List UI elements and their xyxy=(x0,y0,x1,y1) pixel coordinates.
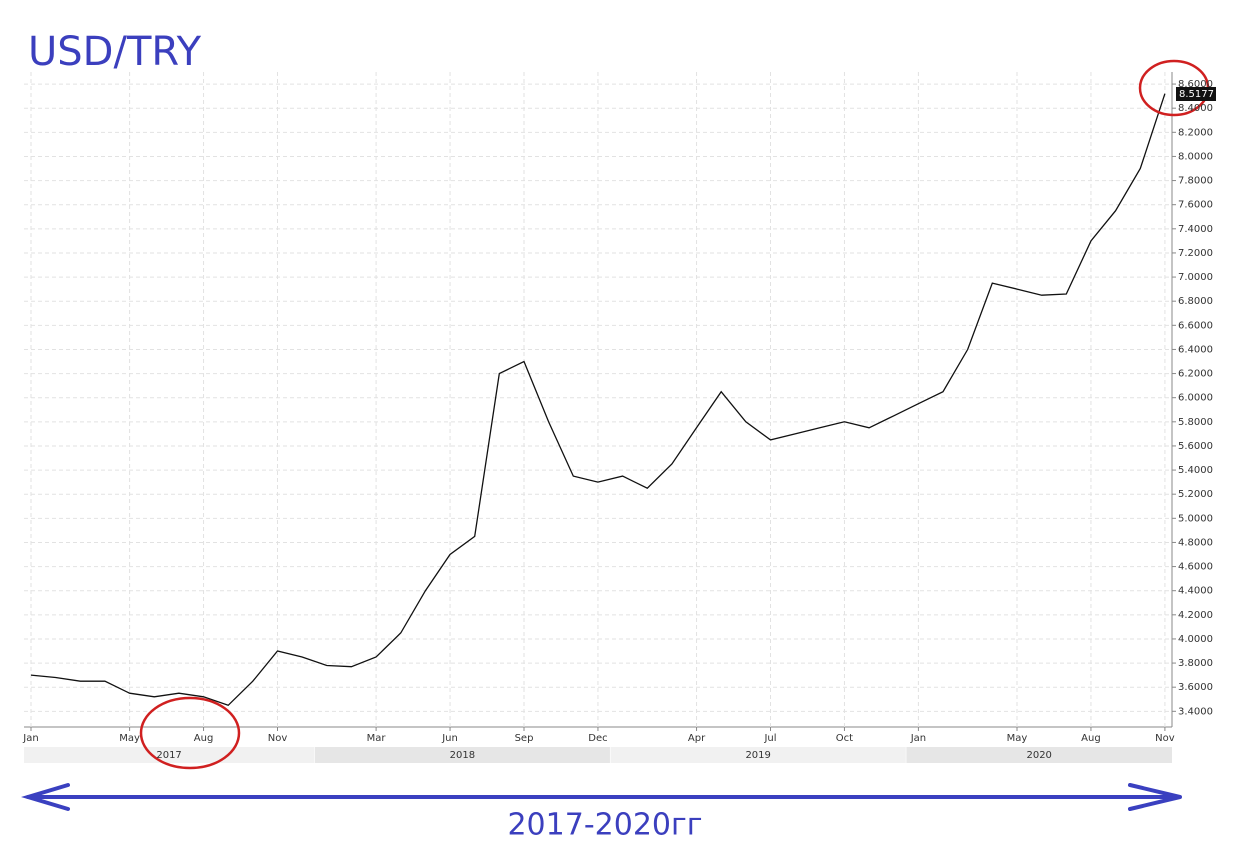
x-tick-label: Jan xyxy=(910,733,926,744)
y-tick-label: 6.4000 xyxy=(1178,344,1213,355)
y-tick-label: 8.4000 xyxy=(1178,103,1213,114)
chart-title: USD/TRY xyxy=(28,29,202,75)
x-tick-label: May xyxy=(119,733,140,744)
x-tick-label: Jul xyxy=(763,733,776,744)
y-tick-label: 5.0000 xyxy=(1178,513,1213,524)
x-tick-label: May xyxy=(1007,733,1028,744)
x-tick-label: Aug xyxy=(1081,733,1101,744)
y-tick-label: 6.0000 xyxy=(1178,393,1213,404)
y-tick-label: 5.4000 xyxy=(1178,465,1213,476)
highlight-circle xyxy=(139,696,241,770)
year-label: 2020 xyxy=(1026,750,1051,761)
x-tick-label: Jun xyxy=(441,733,458,744)
y-tick-label: 7.2000 xyxy=(1178,248,1213,259)
y-tick-label: 8.2000 xyxy=(1178,127,1213,138)
x-tick-label: Apr xyxy=(688,733,706,744)
year-band xyxy=(24,747,315,763)
y-tick-label: 4.6000 xyxy=(1178,562,1213,573)
y-tick-label: 6.8000 xyxy=(1178,296,1213,307)
year-band xyxy=(906,747,1172,763)
x-tick-label: Mar xyxy=(367,733,387,744)
y-tick-label: 4.4000 xyxy=(1178,586,1213,597)
y-tick-label: 5.8000 xyxy=(1178,417,1213,428)
y-tick-label: 3.8000 xyxy=(1178,658,1213,669)
x-tick-label: Nov xyxy=(268,733,288,744)
year-band xyxy=(610,747,906,763)
y-tick-label: 6.6000 xyxy=(1178,320,1213,331)
year-label: 2018 xyxy=(450,750,475,761)
y-tick-label: 6.2000 xyxy=(1178,369,1213,380)
year-label: 2017 xyxy=(156,750,181,761)
y-tick-label: 5.2000 xyxy=(1178,489,1213,500)
period-arrow xyxy=(21,783,1182,811)
y-tick-label: 8.0000 xyxy=(1178,151,1213,162)
year-band xyxy=(314,747,610,763)
y-tick-label: 3.6000 xyxy=(1178,682,1213,693)
x-tick-label: Jan xyxy=(22,733,38,744)
x-tick-label: Aug xyxy=(194,733,214,744)
x-tick-label: Sep xyxy=(515,733,534,744)
last-price-label: 8.5177 xyxy=(1179,89,1214,100)
price-line xyxy=(30,93,1166,707)
y-tick-label: 4.0000 xyxy=(1178,634,1213,645)
y-tick-label: 4.2000 xyxy=(1178,610,1213,621)
y-tick-label: 5.6000 xyxy=(1178,441,1213,452)
period-annotation: 2017-2020гг xyxy=(507,808,702,841)
x-tick-label: Nov xyxy=(1155,733,1175,744)
last-price-box xyxy=(1176,86,1216,101)
y-tick-label: 7.8000 xyxy=(1178,176,1213,187)
x-tick-label: Dec xyxy=(588,733,607,744)
x-tick-label: Oct xyxy=(836,733,853,744)
y-tick-label: 7.4000 xyxy=(1178,224,1213,235)
year-label: 2019 xyxy=(745,750,770,761)
y-tick-label: 4.8000 xyxy=(1178,537,1213,548)
y-tick-label: 7.6000 xyxy=(1178,200,1213,211)
y-tick-label: 8.6000 xyxy=(1178,79,1213,90)
y-tick-label: 3.4000 xyxy=(1178,706,1213,717)
y-tick-label: 7.0000 xyxy=(1178,272,1213,283)
